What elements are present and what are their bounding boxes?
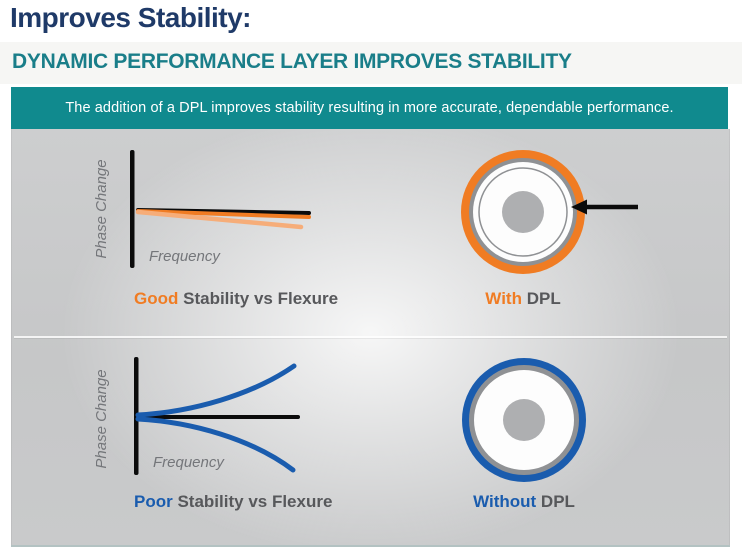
divergence-curve-upper bbox=[135, 363, 297, 418]
page-title: Improves Stability: bbox=[10, 2, 252, 33]
conductor-core bbox=[503, 399, 545, 441]
without-dpl-caption: Without DPL bbox=[444, 492, 604, 512]
good-caption-rest: Stability vs Flexure bbox=[183, 289, 339, 308]
heading-band bbox=[0, 42, 742, 84]
poor-caption-rest: Stability vs Flexure bbox=[177, 492, 333, 511]
without-dpl-cross-section bbox=[462, 358, 586, 482]
without-dpl-highlight: Without bbox=[473, 492, 537, 511]
x-axis-label: Frequency bbox=[153, 454, 225, 471]
x-axis-label: Frequency bbox=[149, 248, 221, 265]
poor-caption-highlight: Poor bbox=[134, 492, 173, 511]
poor-caption: Poor Stability vs Flexure bbox=[134, 492, 332, 512]
deviation-line-light-orange bbox=[135, 209, 304, 230]
banner: The addition of a DPL improves stability… bbox=[11, 87, 728, 129]
divergence-curve-lower bbox=[135, 416, 296, 473]
with-dpl-cross-section bbox=[461, 150, 638, 274]
y-axis-line bbox=[130, 150, 135, 268]
conductor-core bbox=[502, 191, 544, 233]
sub-heading: DYNAMIC PERFORMANCE LAYER IMPROVES STABI… bbox=[12, 50, 572, 73]
diagram-panel: Phase Change Frequency Good Stability vs… bbox=[11, 129, 730, 545]
good-stability-graph: Phase Change Frequency bbox=[93, 150, 311, 268]
banner-text: The addition of a DPL improves stability… bbox=[65, 100, 674, 116]
with-dpl-caption: With DPL bbox=[453, 289, 593, 309]
poor-stability-graph: Phase Change Frequency bbox=[93, 357, 300, 475]
with-dpl-rest: DPL bbox=[526, 289, 561, 308]
good-caption-highlight: Good bbox=[134, 289, 179, 308]
good-caption: Good Stability vs Flexure bbox=[134, 289, 338, 309]
deviation-line-orange bbox=[136, 209, 311, 219]
with-dpl-highlight: With bbox=[485, 289, 522, 308]
without-dpl-rest: DPL bbox=[540, 492, 575, 511]
row-divider bbox=[14, 336, 727, 338]
y-axis-label: Phase Change bbox=[93, 159, 110, 258]
y-axis-label: Phase Change bbox=[93, 369, 110, 468]
dpl-pointer-arrow-icon bbox=[571, 199, 638, 215]
